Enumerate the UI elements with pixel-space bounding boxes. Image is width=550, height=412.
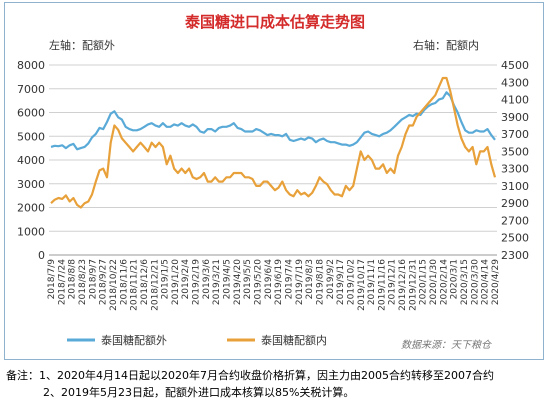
- x-tick-label: 2019/11/16: [377, 259, 387, 311]
- right-tick-label: 2700: [501, 214, 529, 227]
- right-tick-label: 3700: [501, 128, 529, 141]
- x-tick-label: 2019/3/21: [212, 259, 222, 305]
- chart-frame: 泰国糖进口成本估算走势图 左轴：配额外 右轴：配额内 0 1000 2000 3000…: [4, 2, 544, 360]
- series-layer: [50, 76, 497, 209]
- left-tick-label: 2000: [17, 202, 45, 215]
- x-tick-label: 2019/9/17: [336, 259, 346, 305]
- x-tick-label: 2020/3/15: [460, 259, 470, 305]
- x-tick-label: 2018/11/21: [130, 259, 140, 311]
- x-tick-label: 2020/1/15: [419, 259, 429, 305]
- right-tick-label: 2900: [501, 197, 529, 210]
- x-tick-label: 2019/12/16: [398, 259, 408, 311]
- x-tick-label: 2018/10/22: [109, 259, 119, 311]
- x-tick-label: 2020/4/14: [481, 259, 491, 305]
- series-line-2: [50, 76, 497, 209]
- left-tick-label: 4000: [17, 154, 45, 167]
- legend-label: 泰国糖配额外: [101, 333, 167, 347]
- x-tick-label: 2019/10/2: [346, 259, 356, 305]
- left-tick-label: 5000: [17, 130, 45, 143]
- x-tick-label: 2018/8/8: [68, 259, 78, 300]
- chart-svg: 泰国糖进口成本估算走势图 左轴：配额外 右轴：配额内 0 1000 2000 3000…: [17, 13, 529, 351]
- x-tick-label: 2019/6/4: [264, 259, 274, 300]
- right-tick-label: 3300: [501, 163, 529, 176]
- left-tick-label: 0: [38, 249, 45, 262]
- x-tick-label: 2018/9/7: [88, 259, 98, 299]
- legend-layer: 泰国糖配额外 泰国糖配额内: [67, 333, 327, 347]
- grid-layer: [49, 64, 497, 256]
- note-line-1: 备注：1、2020年4月14日起以2020年7月合约收盘价格折算，因主力由200…: [6, 369, 494, 382]
- x-tick-label: 2019/2/4: [181, 259, 191, 300]
- x-tick-label: 2019/2/19: [192, 259, 202, 305]
- right-axis-label: 右轴：配额内: [413, 38, 479, 52]
- x-tick-label: 2019/3/6: [202, 259, 212, 300]
- right-tick-label: 2300: [501, 249, 529, 262]
- left-tick-label: 1000: [17, 225, 45, 238]
- x-tick-label: 2019/7/4: [284, 259, 294, 300]
- right-tick-label: 3900: [501, 111, 529, 124]
- x-tick-label: 2018/11/6: [119, 259, 129, 305]
- x-tick-label: 2018/7/24: [57, 259, 67, 305]
- x-tick-label: 2019/11/1: [367, 259, 377, 305]
- left-tick-label: 7000: [17, 83, 45, 96]
- x-tick-label: 2019/7/19: [295, 259, 305, 305]
- x-tick-label: 2019/1/20: [171, 259, 181, 305]
- x-tick-label: 2020/2/14: [439, 259, 449, 305]
- x-tick-label: 2019/4/5: [223, 259, 233, 299]
- right-tick-label: 4500: [501, 59, 529, 72]
- x-tick-label: 2019/12/31: [408, 259, 418, 311]
- x-tick-label: 2018/8/23: [78, 259, 88, 305]
- x-tick-label: 2019/5/5: [243, 259, 253, 299]
- x-tick-label: 2020/4/29: [491, 259, 501, 305]
- note-line-2: 2、2019年5月23日起，配额外进口成本核算以85%关税计算。: [43, 386, 355, 399]
- right-tick-label: 4100: [501, 94, 529, 107]
- left-tick-label: 6000: [17, 107, 45, 120]
- x-tick-label: 2018/12/21: [150, 259, 160, 311]
- x-tick-label: 2020/3/30: [470, 259, 480, 305]
- notes: 备注：1、2020年4月14日起以2020年7月合约收盘价格折算，因主力由200…: [6, 367, 546, 401]
- x-tick-label: 2019/6/19: [274, 259, 284, 305]
- x-tick-label: 2018/7/9: [47, 259, 57, 300]
- x-tick-label: 2019/12/1: [388, 259, 398, 305]
- x-tick-label: 2018/12/6: [140, 259, 150, 305]
- right-tick-label: 3100: [501, 180, 529, 193]
- x-tick-label: 2019/9/2: [326, 259, 336, 299]
- right-tick-label: 3500: [501, 145, 529, 158]
- x-tick-label: 2019/4/20: [233, 259, 243, 305]
- x-tick-label: 2019/8/18: [315, 259, 325, 305]
- right-tick-label: 2500: [501, 232, 529, 245]
- right-tick-label: 4300: [501, 76, 529, 89]
- x-tick-label: 2018/9/27: [99, 259, 109, 305]
- x-tick-label: 2019/5/20: [254, 259, 264, 305]
- left-axis-label: 左轴：配额外: [49, 38, 115, 52]
- series-line-1: [50, 91, 496, 151]
- tick-layer: 0 1000 2000 3000 4000 5000 6000 7000 8000 2300 250…: [17, 59, 529, 311]
- left-tick-label: 8000: [17, 59, 45, 72]
- chart-title: 泰国糖进口成本估算走势图: [184, 13, 365, 31]
- x-tick-label: 2020/3/1: [450, 259, 460, 299]
- x-tick-label: 2020/1/30: [429, 259, 439, 305]
- x-tick-label: 2019/8/3: [305, 259, 315, 299]
- x-tick-label: 2019/10/17: [357, 259, 367, 311]
- left-tick-label: 3000: [17, 178, 45, 191]
- source-text: 数据来源：天下粮仓: [401, 339, 492, 351]
- legend-label: 泰国糖配额内: [261, 333, 327, 347]
- x-tick-label: 2019/1/5: [161, 259, 171, 299]
